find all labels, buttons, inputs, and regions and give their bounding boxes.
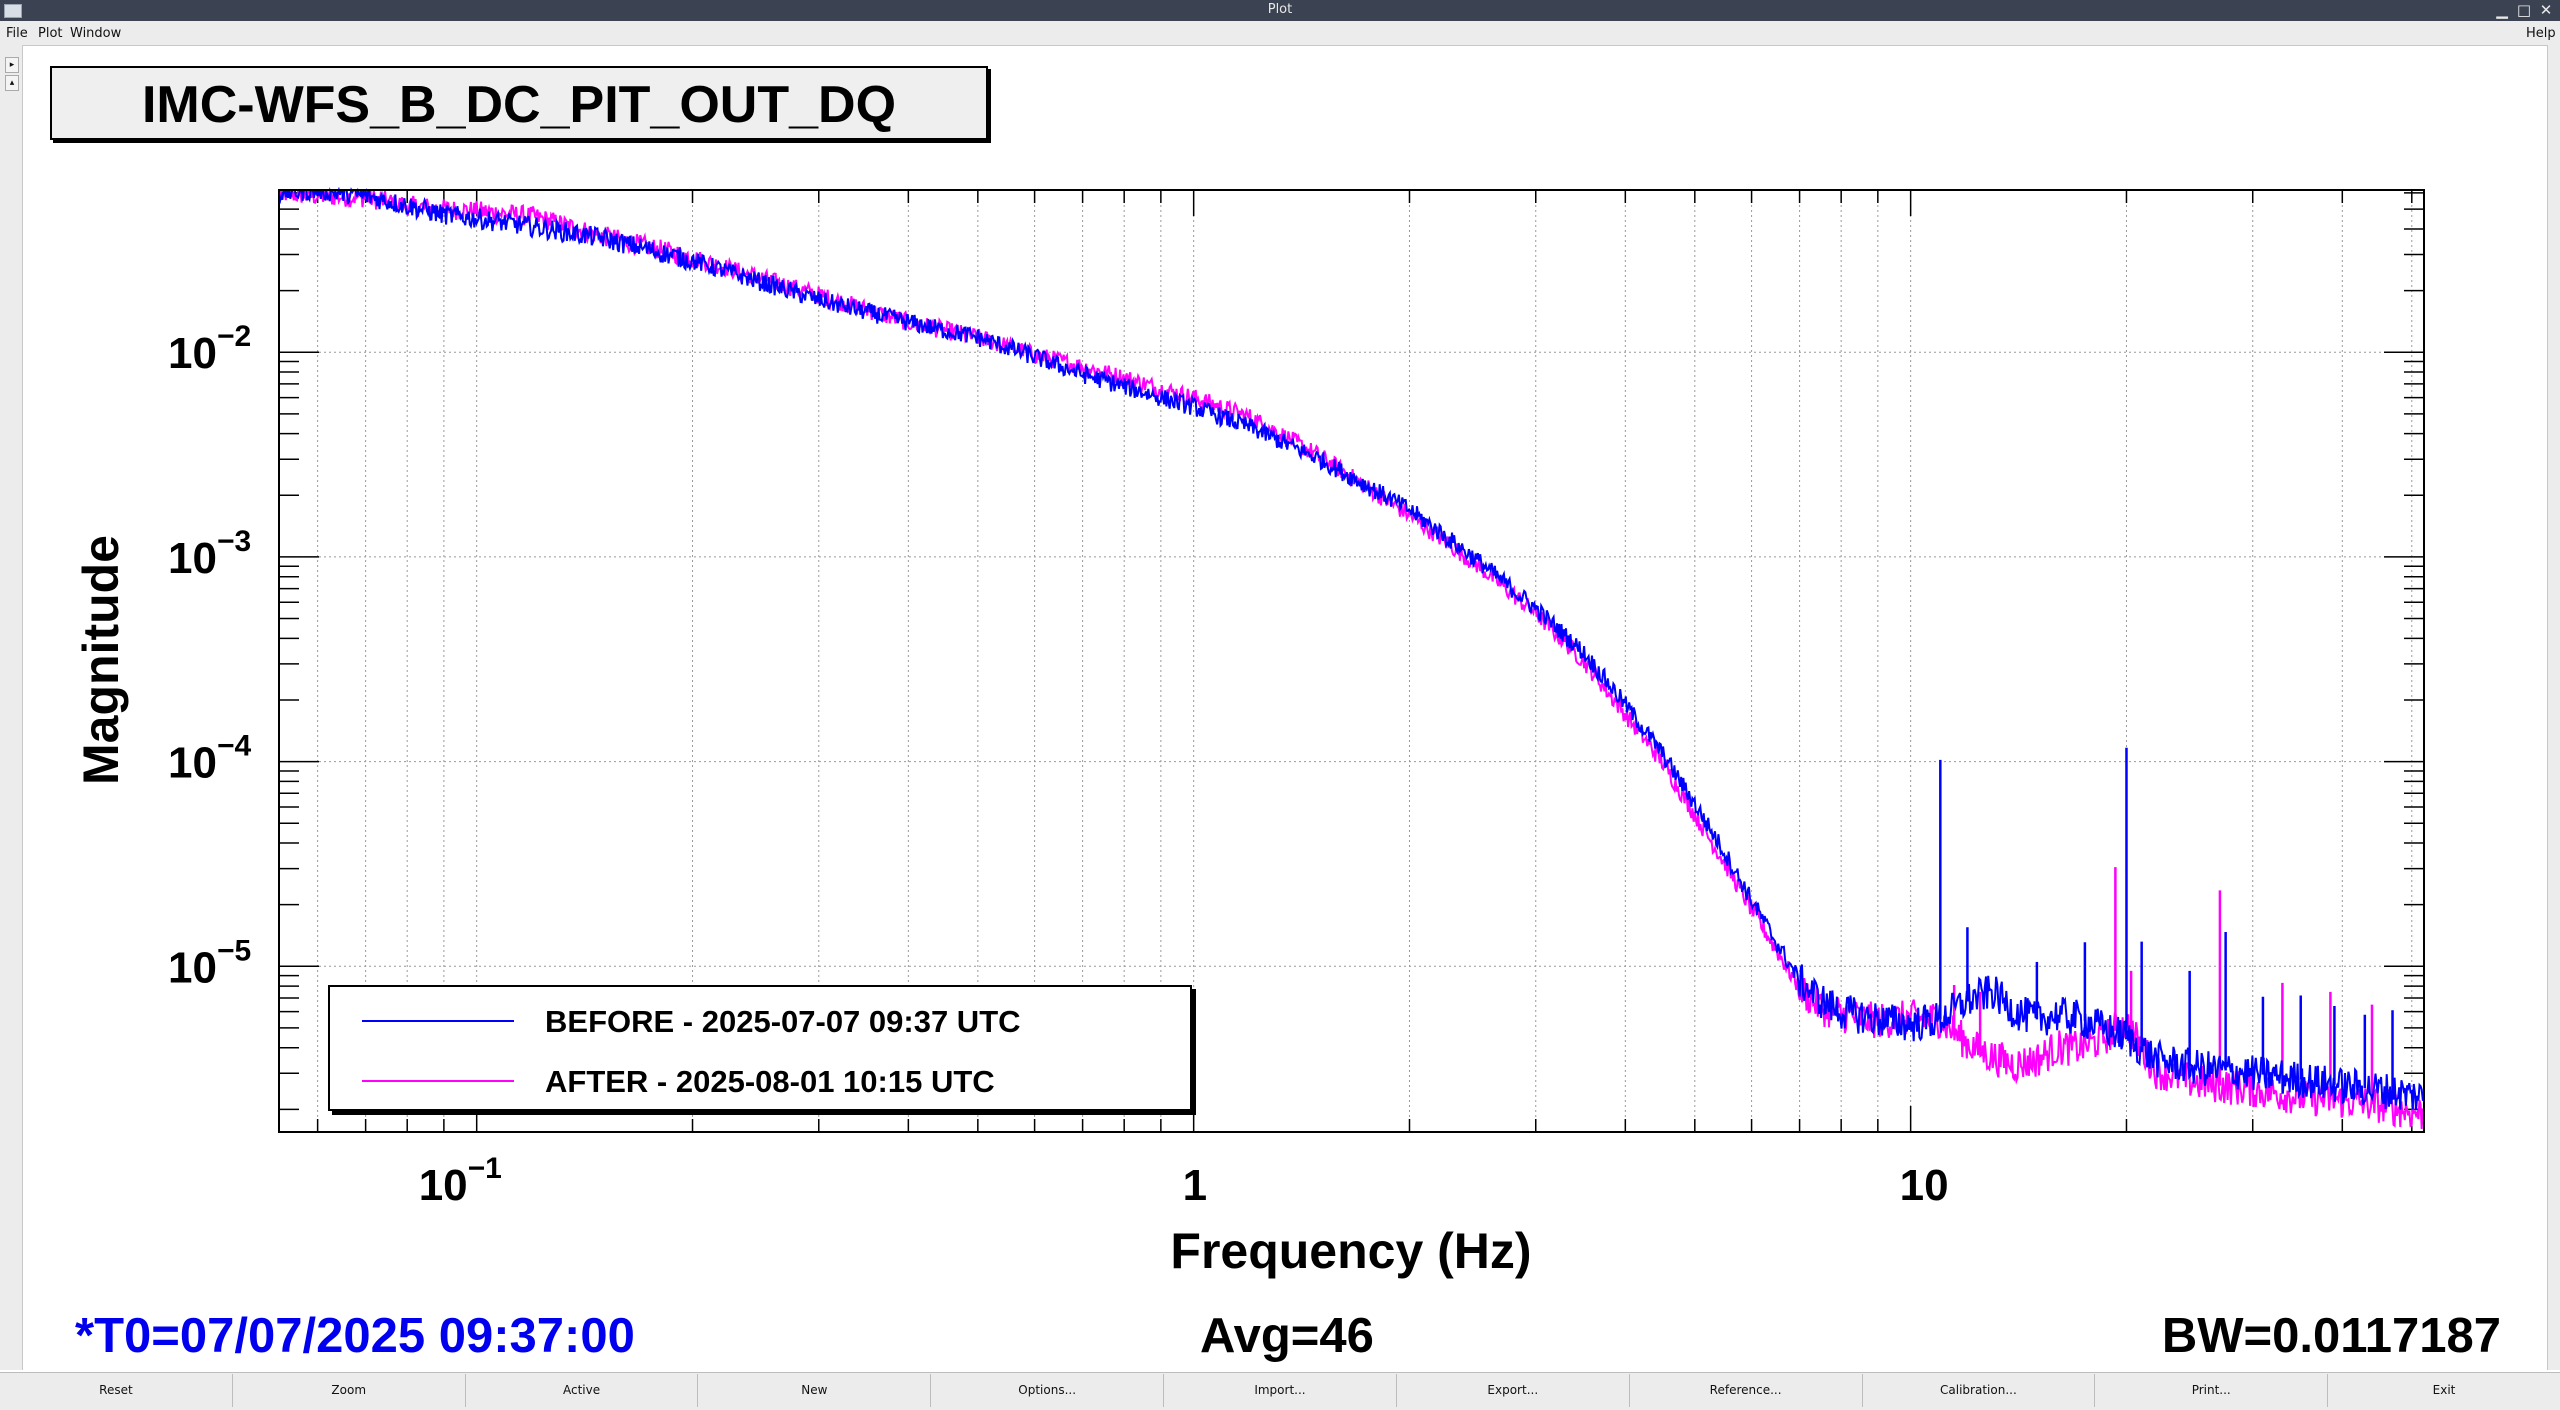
menu-bar: File Plot Window Help (0, 21, 2560, 46)
series-before (278, 186, 2425, 1111)
plot-area[interactable]: 10−2 10−3 10−4 10−5 10−1 1 10 Frequency (Hz) M… (0, 0, 2560, 1370)
menu-help[interactable]: Help (2526, 26, 2556, 41)
title-bar: Plot ▁ □ ✕ (0, 0, 2560, 21)
window-icon (4, 4, 22, 18)
options-button[interactable]: Options... (931, 1374, 1165, 1407)
collapse-up-icon[interactable]: ▴ (5, 75, 19, 91)
left-panel-strip: ▸ ▴ (0, 45, 23, 1370)
window-title: Plot (1267, 2, 1293, 17)
t0-readout: *T0=07/07/2025 09:37:00 (75, 1309, 635, 1363)
axis-ticks (279, 190, 2424, 1132)
legend-swatch-before (362, 1020, 514, 1022)
y-tick-label-exponent: −3 (217, 525, 251, 558)
x-tick-label: 10−1 (419, 1152, 502, 1210)
menu-file[interactable]: File (6, 26, 28, 41)
expand-right-icon[interactable]: ▸ (5, 57, 19, 73)
legend-label-before: BEFORE - 2025-07-07 09:37 UTC (545, 1004, 1021, 1039)
series-group (278, 186, 2425, 1129)
menu-window[interactable]: Window (70, 26, 122, 41)
exit-button[interactable]: Exit (2432, 1383, 2456, 1397)
maximize-icon[interactable]: □ (2516, 1, 2532, 19)
minimize-icon[interactable]: ▁ (2496, 1, 2508, 19)
reset-button[interactable]: Reset (0, 1374, 233, 1407)
series-line (278, 186, 2425, 1111)
y-tick-label: 10−4 (168, 730, 251, 788)
x-axis-label: Frequency (Hz) (1170, 1223, 1531, 1279)
y-tick-label-exponent: −4 (217, 730, 252, 763)
new-button[interactable]: New (698, 1374, 932, 1407)
legend-entry-after: AFTER - 2025-08-01 10:15 UTC (330, 1056, 1190, 1106)
x-tick-label: 1 (1183, 1161, 1207, 1210)
y-tick-label: 10−3 (168, 525, 251, 583)
button-bar: Reset Zoom Active New Options... Import.… (0, 1372, 2560, 1410)
plot-title: IMC-WFS_B_DC_PIT_OUT_DQ (141, 76, 897, 134)
plot-title-box: IMC-WFS_B_DC_PIT_OUT_DQ (50, 66, 988, 140)
right-panel-strip (2547, 45, 2560, 1370)
plot-frame (278, 189, 2425, 1133)
legend-entry-before: BEFORE - 2025-07-07 09:37 UTC (330, 996, 1190, 1046)
grid (279, 190, 2424, 1132)
x-tick-label: 10 (1900, 1161, 1949, 1210)
status-line: *T0=07/07/2025 09:37:00 Avg=46 BW=0.0117… (0, 1300, 2560, 1370)
legend-swatch-after (362, 1080, 514, 1082)
reference-button[interactable]: Reference... (1630, 1374, 1863, 1407)
export-button[interactable]: Export... (1397, 1374, 1630, 1407)
zoom-button[interactable]: Zoom (233, 1374, 466, 1407)
avg-readout: Avg=46 (1200, 1309, 1374, 1363)
menu-plot[interactable]: Plot (38, 26, 63, 41)
y-tick-label-exponent: −2 (217, 320, 251, 353)
y-tick-label: 10−5 (168, 934, 251, 992)
legend-label-after: AFTER - 2025-08-01 10:15 UTC (545, 1064, 995, 1099)
legend[interactable]: BEFORE - 2025-07-07 09:37 UTC AFTER - 20… (328, 985, 1192, 1111)
close-icon[interactable]: ✕ (2539, 1, 2553, 19)
bandwidth-readout: BW=0.0117187 (2161, 1309, 2501, 1363)
y-tick-label-exponent: −5 (217, 934, 251, 967)
print-button[interactable]: Print... (2095, 1374, 2329, 1407)
y-tick-label: 10−2 (168, 320, 251, 378)
active-button[interactable]: Active (466, 1374, 699, 1407)
calibration-button[interactable]: Calibration... (1863, 1374, 2096, 1407)
import-button[interactable]: Import... (1164, 1374, 1397, 1407)
y-axis-label: Magnitude (73, 535, 129, 785)
x-tick-label-exponent: −1 (468, 1152, 502, 1185)
